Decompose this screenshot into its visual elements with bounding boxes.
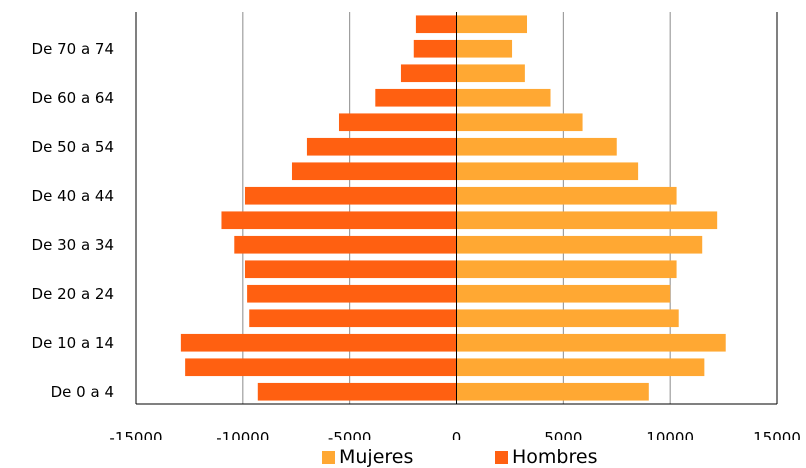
x-tick-label: 15000 [753, 429, 801, 440]
axes [135, 12, 778, 405]
bar-mujeres-2 [456, 333, 726, 352]
bars [180, 15, 726, 401]
category-label: De 30 a 34 [32, 236, 114, 254]
bar-mujeres-15 [456, 15, 528, 34]
x-tick-label: -10000 [216, 429, 269, 440]
bar-hombres-1 [185, 358, 457, 377]
bar-mujeres-4 [456, 284, 671, 303]
bar-mujeres-9 [456, 162, 639, 181]
bar-mujeres-3 [456, 309, 679, 328]
bar-mujeres-6 [456, 235, 703, 254]
legend-label-hombres: Hombres [512, 446, 598, 468]
legend-swatch-mujeres [322, 450, 335, 464]
category-label: De 20 a 24 [32, 285, 114, 303]
bar-hombres-11 [338, 113, 457, 132]
bar-hombres-12 [375, 88, 457, 107]
bar-mujeres-13 [456, 64, 525, 83]
bar-hombres-3 [249, 309, 457, 328]
bar-hombres-0 [257, 382, 457, 401]
category-label: De 70 a 74 [32, 40, 114, 58]
x-tick-label: 5000 [544, 429, 582, 440]
y-category-labels: De 0 a 4 De 10 a 14 De 20 a 24 De 30 a 34 De… [32, 40, 114, 401]
bar-mujeres-0 [456, 382, 649, 401]
bar-hombres-13 [400, 64, 457, 83]
population-pyramid-chart: -15000 -10000 -5000 0 5000 10000 15000 De 0 a … [32, 12, 801, 440]
bar-mujeres-10 [456, 137, 617, 156]
bar-hombres-15 [415, 15, 457, 34]
bar-mujeres-11 [456, 113, 583, 132]
bar-mujeres-14 [456, 39, 513, 58]
legend: Mujeres Hombres [0, 446, 806, 468]
bar-hombres-5 [244, 260, 457, 279]
x-tick-labels: -15000 -10000 -5000 0 5000 10000 15000 [109, 429, 800, 440]
category-label: De 50 a 54 [32, 138, 114, 156]
bar-hombres-4 [247, 284, 457, 303]
bar-hombres-2 [180, 333, 457, 352]
category-label: De 60 a 64 [32, 89, 114, 107]
bar-hombres-8 [244, 186, 457, 205]
bar-mujeres-8 [456, 186, 677, 205]
bar-mujeres-12 [456, 88, 551, 107]
bar-hombres-7 [221, 211, 457, 230]
bar-hombres-9 [291, 162, 457, 181]
bar-hombres-14 [413, 39, 457, 58]
x-tick-label: -5000 [328, 429, 372, 440]
bar-mujeres-7 [456, 211, 718, 230]
bar-mujeres-1 [456, 358, 705, 377]
legend-swatch-hombres [495, 450, 508, 464]
x-tick-label: -15000 [109, 429, 162, 440]
bar-hombres-10 [306, 137, 457, 156]
category-label: De 10 a 14 [32, 334, 114, 352]
bar-mujeres-5 [456, 260, 677, 279]
x-tick-label: 0 [452, 429, 462, 440]
bar-hombres-6 [234, 235, 457, 254]
x-tick-label: 10000 [646, 429, 694, 440]
legend-label-mujeres: Mujeres [339, 446, 414, 468]
category-label: De 40 a 44 [32, 187, 114, 205]
legend-item-mujeres: Mujeres [322, 446, 413, 468]
legend-item-hombres: Hombres [495, 446, 597, 468]
category-label: De 0 a 4 [51, 383, 114, 401]
